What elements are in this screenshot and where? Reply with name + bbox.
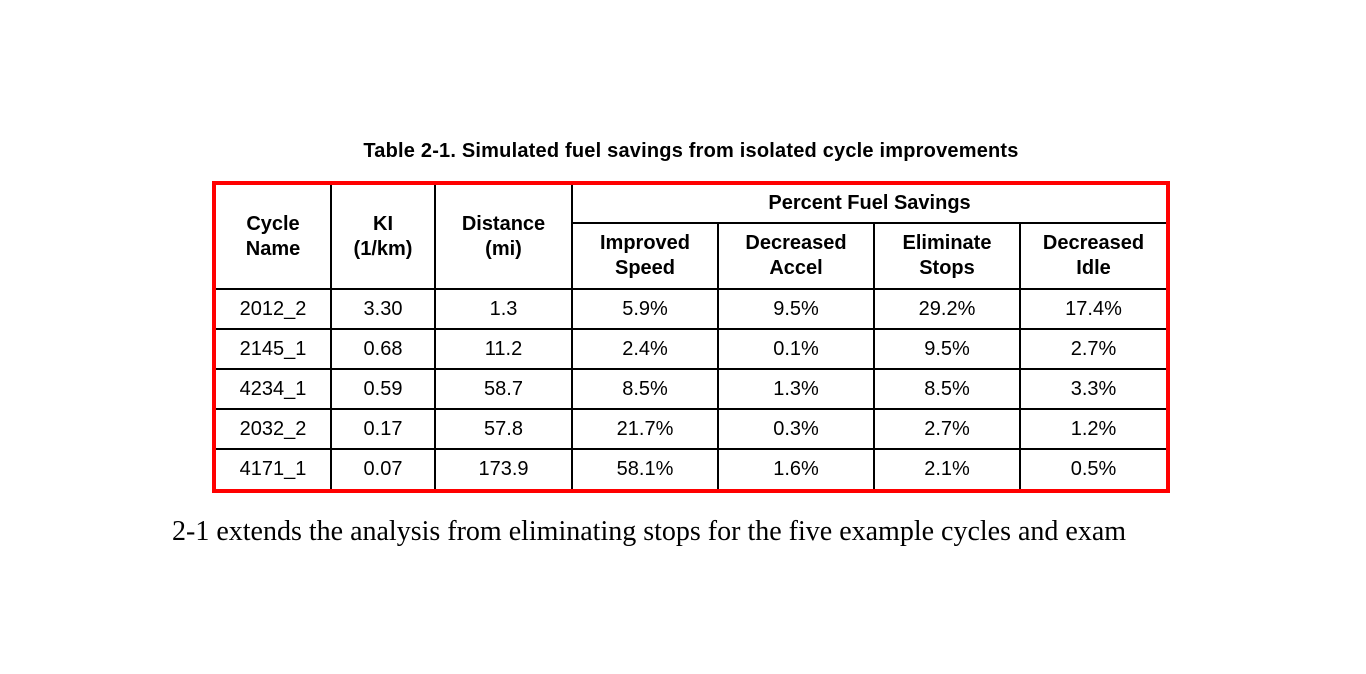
cell-decreased-idle: 0.5% (1070, 458, 1117, 480)
cell-improved-speed: 5.9% (572, 289, 719, 330)
cell-distance: 173.9 (435, 449, 573, 489)
fuel-savings-table-frame: Cycle Name KI (1/km) Distance (mi) Perce… (212, 181, 1171, 493)
body-text-fragment: 2-1 extends the analysis from eliminatin… (172, 516, 1127, 547)
cell-decreased-idle: 2.7% (1020, 329, 1167, 370)
col-header-ki: KI (1/km) (331, 185, 436, 290)
cell-eliminate-stops: 2.7% (874, 409, 1021, 450)
cell-decreased-accel: 1.6% (718, 449, 875, 489)
fuel-savings-table: Cycle Name KI (1/km) Distance (mi) Perce… (216, 185, 1167, 489)
cell-distance: 11.2 (435, 329, 573, 370)
cell-distance: 57.8 (435, 409, 573, 450)
cell-cycle-name: 4234_1 (216, 369, 332, 410)
cell-improved-speed: 2.4% (572, 329, 719, 370)
table-row: 4171_1 0.07 173.9 58.1% 1.6% 2.1% 0.5% (216, 449, 1166, 489)
group-header-percent-fuel-savings: Percent Fuel Savings (572, 185, 1167, 224)
cell-cycle-name: 2032_2 (216, 409, 332, 450)
cell-improved-speed: 8.5% (572, 369, 719, 410)
cell-decreased-idle: 17.4% (1020, 289, 1167, 330)
cell-cycle-name: 2145_1 (216, 329, 332, 370)
cell-improved-speed: 21.7% (572, 409, 719, 450)
cell-ki: 0.59 (331, 369, 436, 410)
table-row: 2012_2 3.30 1.3 5.9% 9.5% 29.2% 17.4% (216, 289, 1167, 330)
cell-decreased-accel: 0.3% (718, 409, 875, 450)
cell-decreased-idle: 3.3% (1020, 369, 1167, 410)
table-row: 4234_1 0.59 58.7 8.5% 1.3% 8.5% 3.3% (216, 369, 1167, 410)
cell-ki: 3.30 (331, 289, 436, 330)
cell-cycle-name: 4171_1 (216, 449, 332, 489)
cell-distance: 1.3 (435, 289, 573, 330)
cell-cycle-name: 2012_2 (216, 289, 332, 330)
table-row: 2032_2 0.17 57.8 21.7% 0.3% 2.7% 1.2% (216, 409, 1167, 450)
col-header-decreased-accel: Decreased Accel (718, 223, 875, 290)
header-row-group: Cycle Name KI (1/km) Distance (mi) Perce… (216, 185, 1167, 290)
table-caption: Table 2-1. Simulated fuel savings from i… (363, 140, 1019, 162)
header-row-sub: Improved Speed Decreased Accel Eliminate… (216, 223, 1167, 290)
cell-distance: 58.7 (435, 369, 573, 410)
cell-eliminate-stops: 29.2% (874, 289, 1021, 330)
cell-eliminate-stops: 2.1% (874, 449, 1021, 489)
cell-eliminate-stops: 9.5% (874, 329, 1021, 370)
cell-eliminate-stops: 8.5% (874, 369, 1021, 410)
col-header-decreased-idle: Decreased Idle (1020, 223, 1167, 290)
col-header-eliminate-stops: Eliminate Stops (874, 223, 1021, 290)
cell-decreased-accel: 0.1% (718, 329, 875, 370)
cell-ki: 0.17 (331, 409, 436, 450)
cell-ki: 0.68 (331, 329, 436, 370)
col-header-distance: Distance (mi) (435, 185, 573, 290)
col-header-improved-speed: Improved Speed (572, 223, 719, 290)
col-header-cycle-name: Cycle Name (216, 185, 332, 290)
cell-improved-speed: 58.1% (572, 449, 719, 489)
table-row: 2145_1 0.68 11.2 2.4% 0.1% 9.5% 2.7% (216, 329, 1167, 370)
cell-decreased-accel: 9.5% (718, 289, 875, 330)
cell-decreased-idle: 1.2% (1020, 409, 1167, 450)
cell-decreased-accel: 1.3% (718, 369, 875, 410)
cell-ki: 0.07 (331, 449, 436, 489)
